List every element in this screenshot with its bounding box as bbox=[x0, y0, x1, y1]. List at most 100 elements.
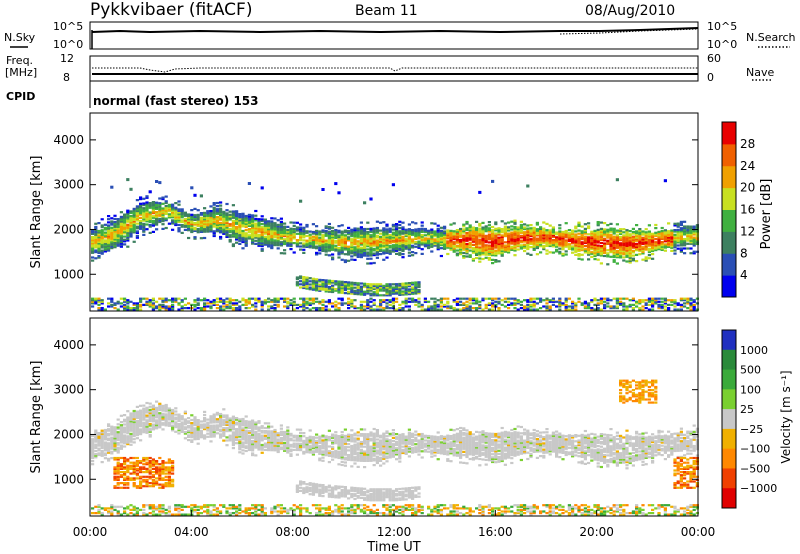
power-cell-1877 bbox=[366, 234, 370, 237]
velocity-cell-815 bbox=[190, 422, 194, 425]
power-cell-1261 bbox=[286, 225, 290, 228]
velocity-cell-172 bbox=[116, 437, 120, 440]
power-cell-2208 bbox=[404, 247, 408, 250]
velocity-cell-265 bbox=[126, 439, 130, 443]
power-cell-1112 bbox=[263, 238, 267, 242]
velocity-cell-211 bbox=[119, 430, 123, 433]
power-cell-1825 bbox=[359, 291, 363, 294]
power-cell-3089 bbox=[542, 248, 546, 251]
power-cell-982 bbox=[244, 238, 248, 241]
power-cell-3428 bbox=[599, 251, 603, 254]
velocity-cell-108 bbox=[107, 512, 111, 515]
power-cell-2857 bbox=[503, 250, 507, 253]
velocity-cell-1 bbox=[91, 460, 95, 463]
power-cell-2334 bbox=[420, 238, 424, 241]
power-cell-3186 bbox=[558, 227, 562, 230]
power-cell-932 bbox=[235, 302, 239, 305]
power-cell-1792 bbox=[356, 230, 360, 233]
velocity-cell-118 bbox=[110, 441, 114, 444]
power-cell-2962 bbox=[519, 231, 523, 234]
power-cell-359 bbox=[142, 230, 146, 233]
power-cell-2116 bbox=[391, 302, 395, 305]
power-cell-3263 bbox=[574, 253, 578, 256]
power-cell-1818 bbox=[359, 232, 363, 235]
power-cell-1904 bbox=[369, 243, 373, 246]
velocity-cell-537 bbox=[151, 407, 155, 410]
power-cell-3051 bbox=[532, 300, 536, 303]
velocity-cell-389 bbox=[135, 463, 139, 466]
power-cell-3279 bbox=[574, 308, 578, 311]
power-cell-1539 bbox=[327, 248, 331, 251]
velocity-cell-195 bbox=[116, 458, 120, 461]
power-cell-408 bbox=[148, 213, 152, 216]
power-cell-1648 bbox=[340, 244, 344, 247]
power-cell-2876 bbox=[507, 248, 511, 251]
power-cell-1287 bbox=[292, 235, 296, 238]
velocity-cell-552 bbox=[151, 460, 155, 463]
power-cell-3324 bbox=[583, 241, 587, 245]
power-cell-2156 bbox=[398, 242, 402, 245]
power-cell-1737 bbox=[350, 292, 354, 295]
power-cell-1838 bbox=[363, 251, 367, 254]
power-cell-870 bbox=[228, 231, 232, 234]
velocity-cell-3 bbox=[91, 455, 95, 458]
power-cell-1360 bbox=[302, 308, 306, 311]
power-cell-1211 bbox=[276, 300, 280, 303]
power-cell-2066 bbox=[385, 299, 389, 302]
power-cell-3113 bbox=[545, 235, 549, 238]
power-cell-825 bbox=[222, 229, 226, 232]
power-cell-2970 bbox=[519, 303, 523, 306]
velocity-cell-489 bbox=[145, 513, 149, 516]
power-cell-2717 bbox=[481, 308, 485, 311]
power-cell-1263 bbox=[286, 305, 290, 308]
power-cell-3348 bbox=[587, 239, 591, 242]
power-cell-1494 bbox=[321, 235, 325, 238]
power-cell-961 bbox=[241, 236, 245, 239]
power-cell-3949 bbox=[683, 244, 687, 247]
power-cell-2274 bbox=[411, 291, 415, 294]
power-cell-2092 bbox=[388, 299, 392, 302]
power-cell-796 bbox=[215, 300, 219, 303]
power-cell-2063 bbox=[385, 307, 389, 310]
velocity-cell-553 bbox=[151, 458, 155, 461]
power-cell-3437 bbox=[599, 234, 603, 237]
power-cell-594 bbox=[180, 211, 184, 214]
velocity-cell-461 bbox=[145, 430, 149, 433]
power-cell-219 bbox=[119, 297, 123, 300]
power-cell-875 bbox=[228, 218, 232, 221]
power-cell-3771 bbox=[651, 242, 655, 245]
power-cell-1365 bbox=[302, 300, 306, 303]
power-cell-12 bbox=[91, 236, 95, 239]
power-cell-3307 bbox=[580, 245, 584, 249]
power-cell-1883 bbox=[366, 290, 370, 293]
power-cell-24 bbox=[94, 246, 98, 249]
power-cell-2640 bbox=[471, 228, 475, 231]
power-cell-1726 bbox=[350, 245, 354, 249]
power-cell-3549 bbox=[615, 307, 619, 310]
velocity-cell-515 bbox=[148, 466, 152, 469]
power-cell-1116 bbox=[263, 231, 267, 234]
velocity-cell-353 bbox=[132, 469, 136, 472]
velocity-cell-384 bbox=[135, 474, 139, 477]
power-cell-2362 bbox=[427, 243, 431, 246]
power-cell-1489 bbox=[321, 243, 325, 246]
velocity-cell-133 bbox=[110, 504, 114, 507]
power-cell-2774 bbox=[491, 241, 495, 244]
velocity-cell-690 bbox=[167, 485, 171, 488]
power-cell-2880 bbox=[507, 241, 511, 245]
power-cell-3755 bbox=[647, 233, 651, 236]
power-cell-429 bbox=[151, 208, 155, 211]
power-cell-3271 bbox=[574, 239, 578, 242]
power-cell-3962 bbox=[683, 302, 687, 305]
power-cell-1784 bbox=[356, 244, 360, 248]
power-cell-2513 bbox=[452, 307, 456, 310]
power-cell-2002 bbox=[379, 283, 383, 286]
power-cell-3443 bbox=[599, 308, 603, 311]
power-cell-3612 bbox=[625, 236, 629, 240]
velocity-cell-473 bbox=[145, 408, 149, 411]
power-cell-3062 bbox=[535, 232, 539, 235]
power-cell-2601 bbox=[465, 297, 469, 300]
power-cell-1982 bbox=[375, 305, 379, 308]
power-cell-2982 bbox=[523, 231, 527, 234]
power-cell-2692 bbox=[478, 307, 482, 310]
